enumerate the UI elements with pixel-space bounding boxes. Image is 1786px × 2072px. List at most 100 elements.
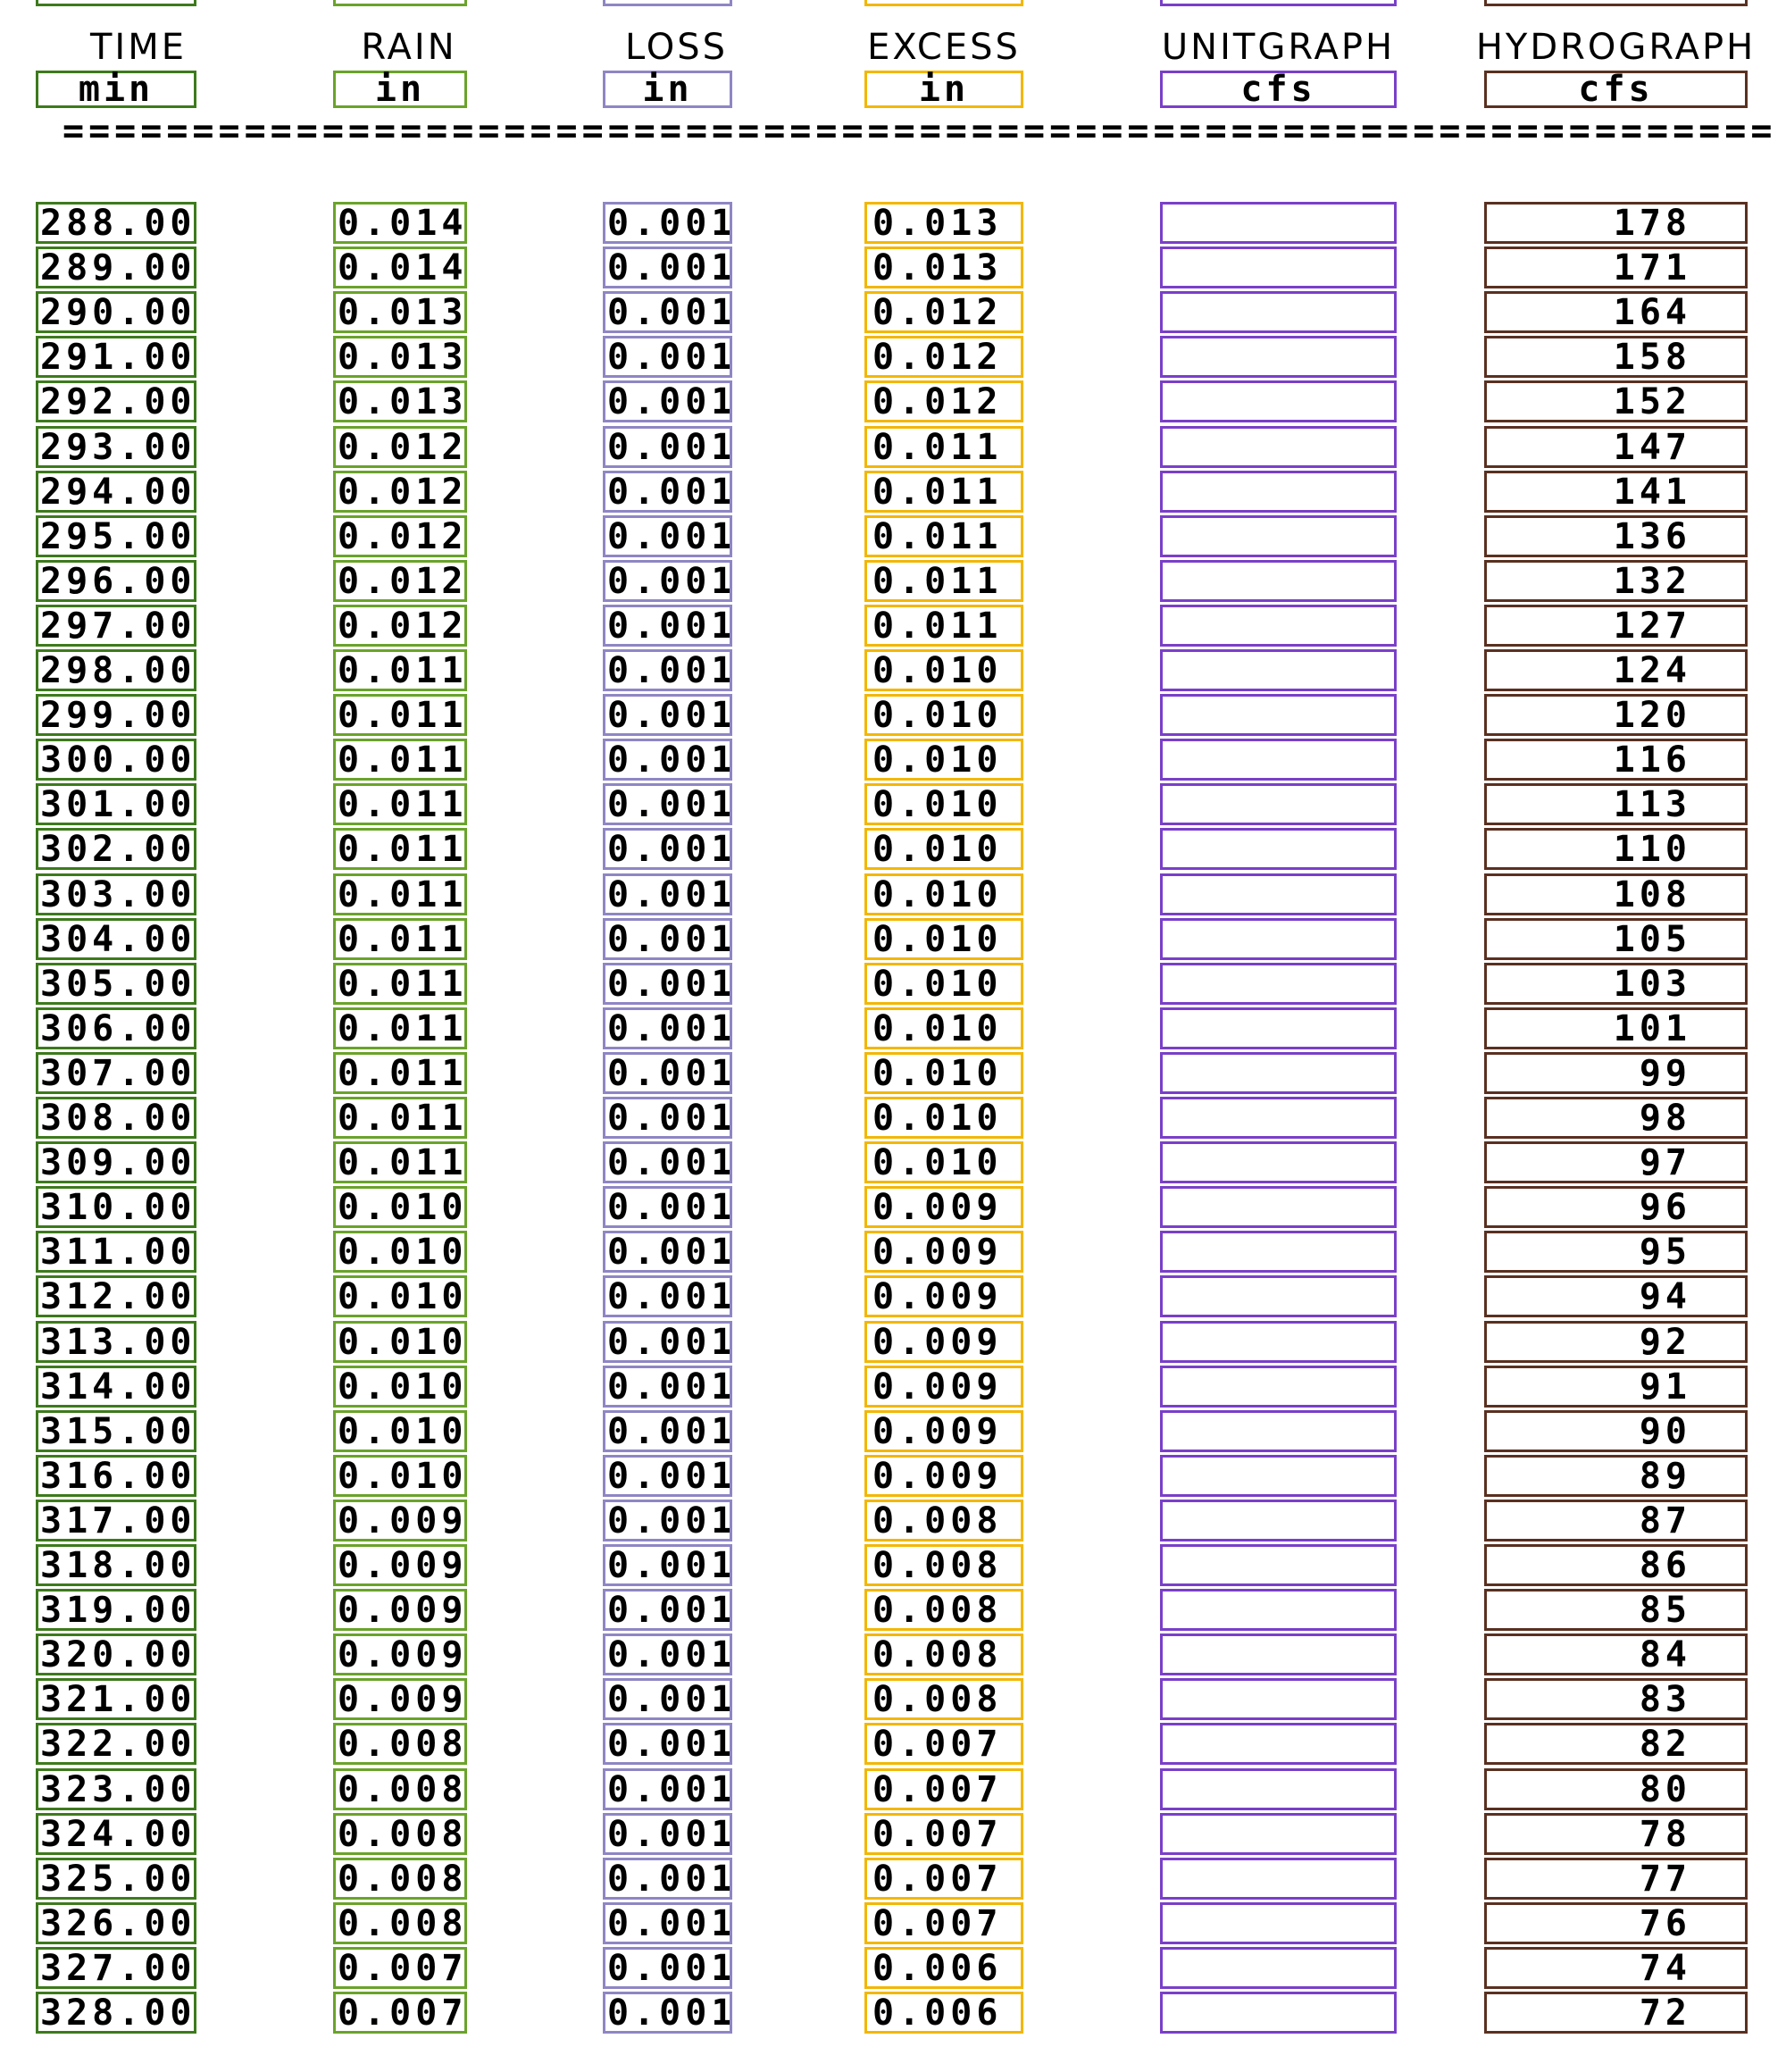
cell-time: 308.00 <box>36 1097 196 1139</box>
cell-rain: 0.008 <box>333 1902 467 1944</box>
cell-rain: 0.011 <box>333 873 467 915</box>
cell-rain: 0.012 <box>333 515 467 557</box>
cell-hydrograph: 178 <box>1484 202 1748 244</box>
cell-time: 315.00 <box>36 1410 196 1452</box>
cell-time: 323.00 <box>36 1768 196 1810</box>
cell-excess: 0.010 <box>864 963 1023 1005</box>
header-rain: RAIN <box>361 27 457 68</box>
cell-hydrograph: 78 <box>1484 1813 1748 1855</box>
cell-rain: 0.011 <box>333 828 467 870</box>
cell-hydrograph: 97 <box>1484 1141 1748 1183</box>
cell-hydrograph: 120 <box>1484 694 1748 736</box>
cell-excess: 0.009 <box>864 1231 1023 1273</box>
cell-rain: 0.011 <box>333 1141 467 1183</box>
cell-unitgraph <box>1160 1768 1397 1810</box>
cell-hydrograph: 86 <box>1484 1544 1748 1586</box>
cell-hydrograph: 85 <box>1484 1589 1748 1631</box>
cell-unitgraph <box>1160 783 1397 825</box>
cell-hydrograph: 91 <box>1484 1366 1748 1408</box>
cell-time: 325.00 <box>36 1858 196 1900</box>
cell-hydrograph: 152 <box>1484 380 1748 422</box>
cell-hydrograph: 92 <box>1484 1321 1748 1363</box>
unit-excess: in <box>864 71 1023 108</box>
cell-unitgraph <box>1160 605 1397 647</box>
cell-time: 306.00 <box>36 1007 196 1049</box>
unit-unitgraph: cfs <box>1160 71 1397 108</box>
header-hydrograph: HYDROGRAPH <box>1475 27 1757 68</box>
cell-excess: 0.009 <box>864 1410 1023 1452</box>
cell-excess: 0.011 <box>864 426 1023 468</box>
cell-excess: 0.011 <box>864 515 1023 557</box>
cell-loss: 0.001 <box>603 380 732 422</box>
cell-unitgraph <box>1160 471 1397 513</box>
cell-rain: 0.009 <box>333 1500 467 1541</box>
cell-excess: 0.010 <box>864 1097 1023 1139</box>
cell-excess: 0.008 <box>864 1589 1023 1631</box>
cell-hydrograph: 171 <box>1484 246 1748 288</box>
cell-loss: 0.001 <box>603 1544 732 1586</box>
cell-time: 293.00 <box>36 426 196 468</box>
cell-time: 310.00 <box>36 1186 196 1228</box>
cell-rain: 0.011 <box>333 1052 467 1094</box>
cell-loss: 0.001 <box>603 1052 732 1094</box>
cell-rain: 0.013 <box>333 380 467 422</box>
cell-rain: 0.008 <box>333 1858 467 1900</box>
cell-time: 320.00 <box>36 1633 196 1675</box>
cell-unitgraph <box>1160 1678 1397 1720</box>
cell-hydrograph: 87 <box>1484 1500 1748 1541</box>
cell-rain: 0.010 <box>333 1455 467 1497</box>
cell-time: 324.00 <box>36 1813 196 1855</box>
cell-time: 292.00 <box>36 380 196 422</box>
top-box-loss <box>603 0 732 6</box>
cell-loss: 0.001 <box>603 605 732 647</box>
cell-excess: 0.007 <box>864 1813 1023 1855</box>
cell-excess: 0.009 <box>864 1366 1023 1408</box>
cell-time: 297.00 <box>36 605 196 647</box>
cell-loss: 0.001 <box>603 1186 732 1228</box>
top-box-unitgraph <box>1160 0 1397 6</box>
cell-unitgraph <box>1160 291 1397 333</box>
cell-excess: 0.010 <box>864 873 1023 915</box>
cell-loss: 0.001 <box>603 1768 732 1810</box>
cell-loss: 0.001 <box>603 828 732 870</box>
cell-excess: 0.007 <box>864 1768 1023 1810</box>
cell-time: 301.00 <box>36 783 196 825</box>
cell-time: 309.00 <box>36 1141 196 1183</box>
cell-unitgraph <box>1160 1589 1397 1631</box>
separator-line: ========================================… <box>63 118 1777 145</box>
cell-excess: 0.011 <box>864 605 1023 647</box>
cell-unitgraph <box>1160 649 1397 691</box>
cell-hydrograph: 89 <box>1484 1455 1748 1497</box>
cell-hydrograph: 113 <box>1484 783 1748 825</box>
cell-loss: 0.001 <box>603 202 732 244</box>
cell-excess: 0.013 <box>864 246 1023 288</box>
cell-loss: 0.001 <box>603 1231 732 1273</box>
top-box-hydrograph <box>1484 0 1748 6</box>
cell-loss: 0.001 <box>603 783 732 825</box>
cell-hydrograph: 72 <box>1484 1992 1748 2034</box>
cell-excess: 0.010 <box>864 694 1023 736</box>
cell-rain: 0.011 <box>333 783 467 825</box>
cell-rain: 0.009 <box>333 1544 467 1586</box>
cell-time: 303.00 <box>36 873 196 915</box>
cell-excess: 0.006 <box>864 1947 1023 1989</box>
cell-loss: 0.001 <box>603 873 732 915</box>
cell-unitgraph <box>1160 1947 1397 1989</box>
cell-hydrograph: 147 <box>1484 426 1748 468</box>
cell-hydrograph: 101 <box>1484 1007 1748 1049</box>
cell-unitgraph <box>1160 1544 1397 1586</box>
header-unitgraph: UNITGRAPH <box>1161 27 1396 68</box>
cell-excess: 0.006 <box>864 1992 1023 2034</box>
cell-unitgraph <box>1160 380 1397 422</box>
cell-time: 290.00 <box>36 291 196 333</box>
cell-time: 298.00 <box>36 649 196 691</box>
cell-loss: 0.001 <box>603 471 732 513</box>
cell-hydrograph: 96 <box>1484 1186 1748 1228</box>
cell-unitgraph <box>1160 1813 1397 1855</box>
cell-rain: 0.008 <box>333 1768 467 1810</box>
cell-hydrograph: 158 <box>1484 336 1748 378</box>
cell-rain: 0.011 <box>333 963 467 1005</box>
cell-time: 294.00 <box>36 471 196 513</box>
cell-loss: 0.001 <box>603 1947 732 1989</box>
cell-hydrograph: 110 <box>1484 828 1748 870</box>
